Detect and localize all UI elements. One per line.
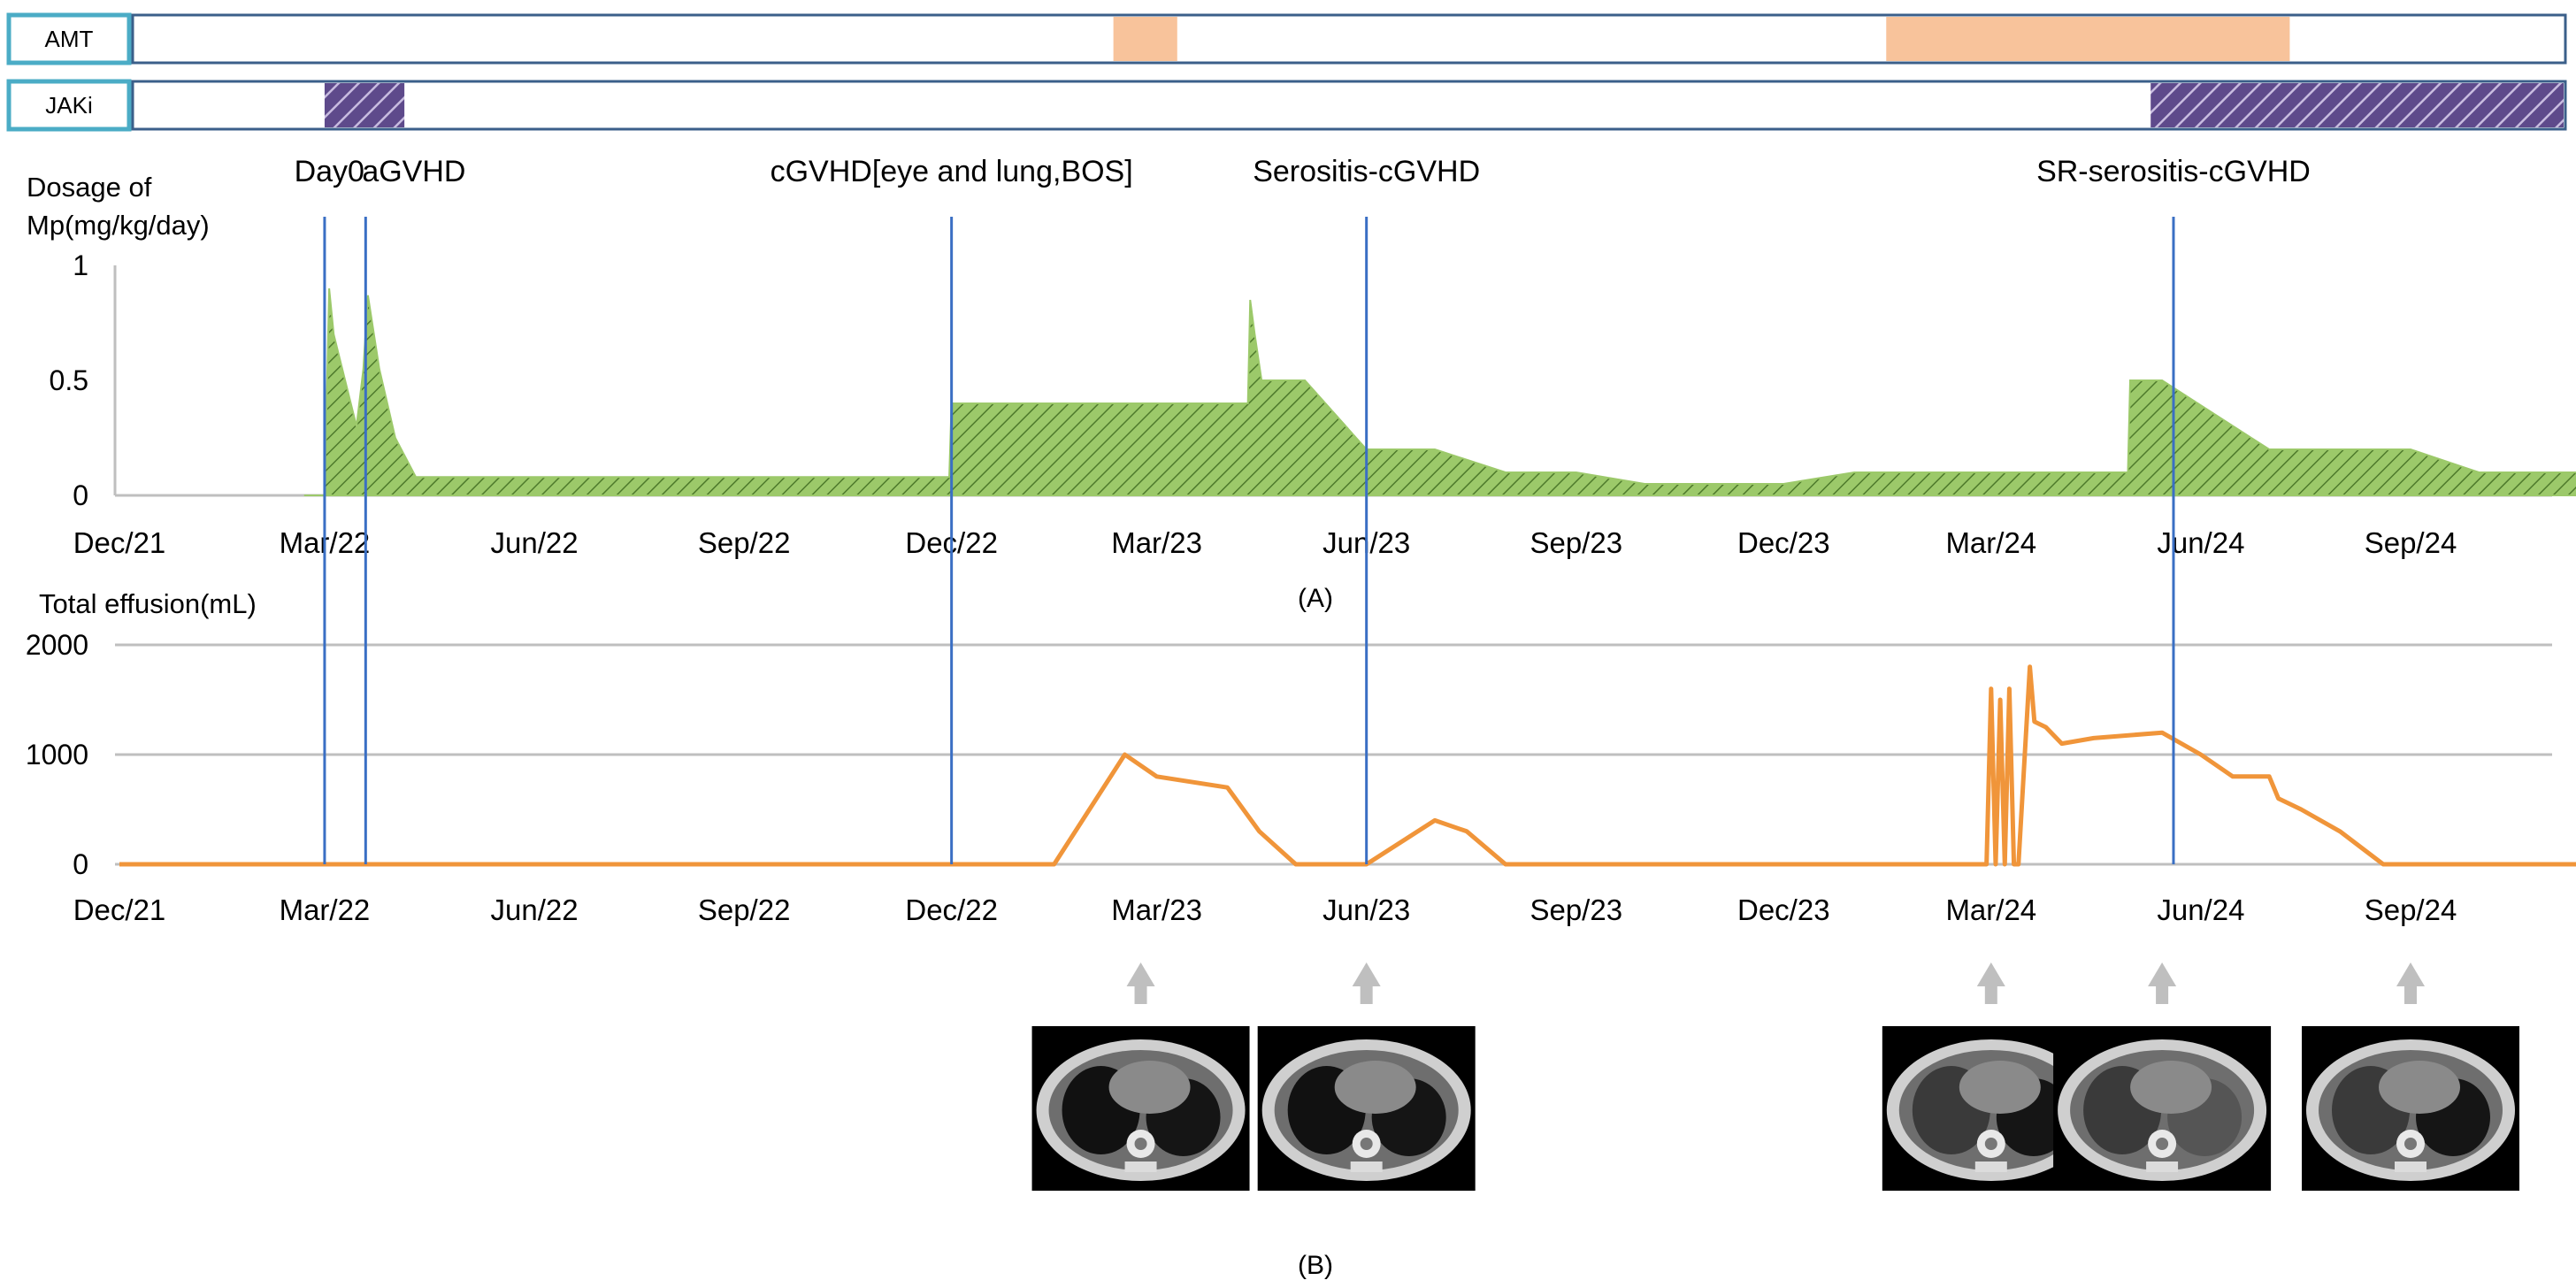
track-amt-label-box	[6, 12, 132, 65]
effusion-x-tick-label: Sep/22	[698, 893, 791, 926]
jaki-period-1	[324, 83, 405, 127]
effusion-x-tick-label: Sep/24	[2365, 893, 2457, 926]
dosage-x-tick-label: Dec/21	[73, 526, 166, 559]
effusion-series-line	[119, 664, 2576, 867]
effusion-x-tick-label: Dec/21	[73, 893, 166, 926]
event-label: cGVHD[eye and lung,BOS]	[770, 155, 1133, 188]
dosage-x-tick-label: Sep/22	[698, 526, 791, 559]
effusion-gridlines	[115, 643, 2552, 866]
ct-image	[2302, 962, 2519, 1191]
ct-chest-scan-icon	[1031, 1026, 1250, 1191]
panel-b-label: (B)	[1298, 1251, 1333, 1280]
jaki-periods	[324, 83, 2564, 127]
dosage-y-tick-label: 0	[73, 479, 88, 511]
dosage-x-tick-label: Mar/23	[1111, 526, 1202, 559]
dosage-chart: Dosage of Mp(mg/kg/day) 00.51 Dec/21 Mar/…	[27, 172, 2576, 613]
dosage-x-ticks: Dec/21 Mar/22 Jun/22 Sep/22 Dec/22 Mar/23 Jun/…	[73, 526, 2457, 559]
dosage-ylabel-line1: Dosage of	[27, 172, 152, 203]
track-amt-label: AMT	[45, 26, 94, 52]
ct-chest-scan-icon	[2053, 1026, 2272, 1191]
effusion-y-tick-label: 0	[73, 848, 88, 880]
event-label: aGVHD	[362, 155, 465, 188]
ct-chest-scan-icon	[2302, 1026, 2519, 1191]
ct-image	[1031, 962, 1250, 1191]
panel-a-label: (A)	[1298, 584, 1333, 613]
ct-image-row	[1031, 962, 2519, 1191]
amt-periods	[1113, 17, 2290, 61]
track-amt: AMT	[6, 12, 2567, 65]
dosage-x-tick-label: Mar/24	[1945, 526, 2036, 559]
dosage-y-ticks: 00.51	[50, 249, 88, 511]
effusion-x-tick-label: Dec/23	[1737, 893, 1830, 926]
dosage-x-tick-label: Sep/24	[2365, 526, 2457, 559]
amt-period-1	[1113, 17, 1177, 61]
up-arrow-icon	[1126, 962, 1155, 1004]
dosage-ylabel-line2: Mp(mg/kg/day)	[27, 210, 210, 241]
dosage-x-tick-label: Jun/22	[490, 526, 578, 559]
ct-image	[2053, 962, 2272, 1191]
dosage-area	[303, 288, 2576, 496]
effusion-x-tick-label: Jun/24	[2157, 893, 2244, 926]
track-jaki: JAKi	[6, 79, 2567, 132]
up-arrow-icon	[1976, 962, 2005, 1004]
dosage-x-tick-label: Sep/23	[1530, 526, 1622, 559]
up-arrow-icon	[2148, 962, 2177, 1004]
effusion-chart: Total effusion(mL) 0 1000 2000 Dec/21 Mar/2…	[26, 588, 2576, 926]
ct-image	[1882, 962, 2100, 1191]
event-label: Day0	[295, 155, 364, 188]
ct-image	[1257, 962, 1476, 1191]
effusion-x-tick-label: Mar/24	[1945, 893, 2036, 926]
track-jaki-label: JAKi	[45, 92, 92, 119]
up-arrow-icon	[1352, 962, 1381, 1004]
dosage-x-tick-label: Jun/24	[2157, 526, 2244, 559]
effusion-x-tick-label: Mar/23	[1111, 893, 1202, 926]
dosage-y-tick-label: 0.5	[50, 364, 88, 396]
effusion-x-tick-label: Sep/23	[1530, 893, 1622, 926]
effusion-y-tick-label: 1000	[26, 739, 88, 770]
ct-chest-scan-icon	[1882, 1026, 2100, 1191]
up-arrow-icon	[2396, 962, 2425, 1004]
jaki-period-2	[2150, 83, 2564, 127]
effusion-x-tick-label: Mar/22	[280, 893, 371, 926]
effusion-y-tick-label: 2000	[26, 629, 88, 661]
effusion-x-tick-label: Jun/22	[490, 893, 578, 926]
ct-chest-scan-icon	[1257, 1026, 1476, 1191]
effusion-y-ticks: 0 1000 2000	[26, 629, 88, 880]
amt-period-2	[1886, 17, 2290, 61]
effusion-ylabel: Total effusion(mL)	[39, 588, 257, 619]
effusion-x-tick-label: Jun/23	[1322, 893, 1410, 926]
dosage-x-tick-label: Dec/23	[1737, 526, 1830, 559]
event-label: Serositis-cGVHD	[1253, 155, 1480, 188]
effusion-x-tick-label: Dec/22	[905, 893, 998, 926]
track-jaki-label-box	[6, 79, 132, 132]
event-label: SR-serositis-cGVHD	[2036, 155, 2311, 188]
effusion-x-ticks: Dec/21 Mar/22 Jun/22 Sep/22 Dec/22 Mar/23 Jun/…	[73, 893, 2457, 926]
dosage-y-tick-label: 1	[73, 249, 88, 281]
